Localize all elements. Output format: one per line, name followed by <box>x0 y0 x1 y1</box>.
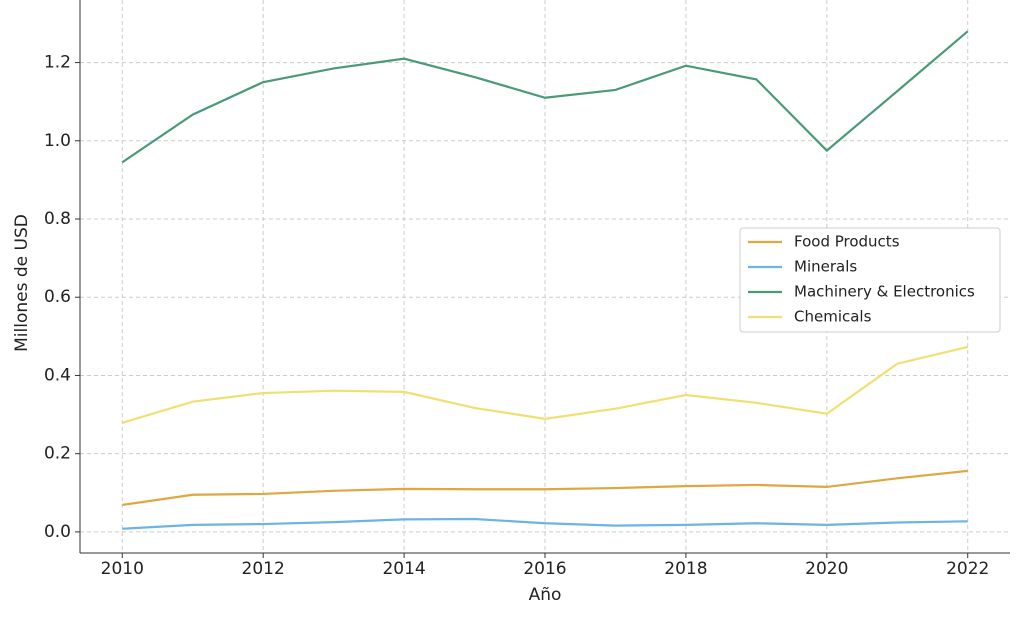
line <box>122 517 968 530</box>
line <box>121 345 968 424</box>
y-tick-label: 1.2 <box>44 53 71 73</box>
legend-label: Food Products <box>794 233 900 251</box>
y-tick-label: 0.4 <box>44 365 71 385</box>
line <box>121 30 969 164</box>
y-tick-label: 0.2 <box>44 444 71 464</box>
x-axis-label: Año <box>529 585 562 605</box>
x-tick-label: 2014 <box>382 559 425 579</box>
y-axis-label: Millones de USD <box>12 214 32 352</box>
line <box>122 469 968 506</box>
x-tick-label: 2016 <box>523 559 566 579</box>
legend-label: Chemicals <box>794 308 872 326</box>
x-tick-label: 2022 <box>946 559 989 579</box>
y-tick-label: 0.0 <box>44 522 71 542</box>
y-tick-label: 0.6 <box>44 287 71 307</box>
y-tick-label: 0.8 <box>44 209 71 229</box>
legend: Food Products Minerals Machinery & Electro… <box>739 227 1001 333</box>
x-tick-label: 2010 <box>101 559 144 579</box>
x-tick-label: 2020 <box>805 559 848 579</box>
legend-label: Machinery & Electronics <box>794 283 975 301</box>
x-tick-label: 2012 <box>242 559 285 579</box>
x-tick-label: 2018 <box>664 559 707 579</box>
legend-box <box>739 227 1001 333</box>
y-tick-label: 1.0 <box>44 131 71 151</box>
legend-label: Minerals <box>794 258 857 276</box>
